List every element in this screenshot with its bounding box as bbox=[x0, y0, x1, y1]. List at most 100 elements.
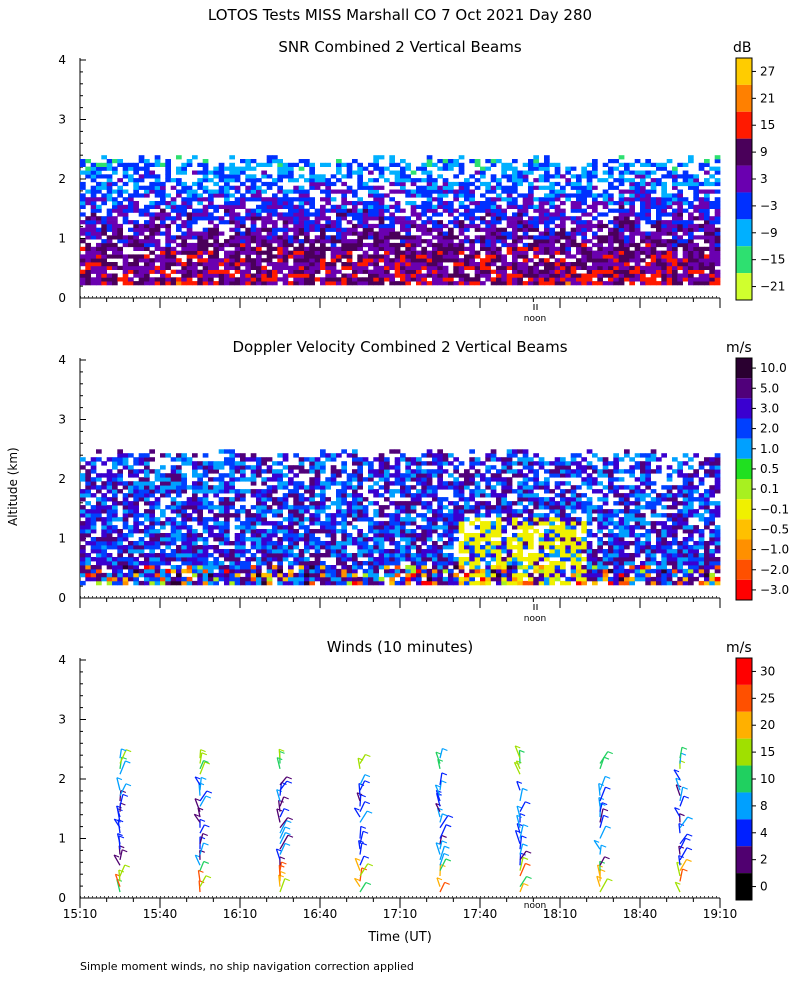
heatmap-cell bbox=[90, 223, 97, 229]
heatmap-cell bbox=[474, 469, 481, 474]
heatmap-cell bbox=[192, 155, 198, 160]
heatmap-cell bbox=[357, 457, 363, 462]
heatmap-cell bbox=[272, 220, 278, 225]
heatmap-cell bbox=[192, 262, 198, 267]
heatmap-cell bbox=[154, 501, 161, 506]
heatmap-cell bbox=[245, 242, 251, 248]
heatmap-cell bbox=[410, 537, 417, 542]
heatmap-cell bbox=[682, 277, 689, 282]
heatmap-cell bbox=[410, 254, 417, 259]
heatmap-cell bbox=[304, 265, 310, 270]
heatmap-cell bbox=[373, 541, 379, 546]
heatmap-cell bbox=[208, 485, 214, 490]
heatmap-cell bbox=[592, 162, 598, 167]
heatmap-cell bbox=[405, 557, 411, 562]
heatmap-cell bbox=[213, 281, 219, 286]
heatmap-cell bbox=[474, 269, 481, 274]
heatmap-cell bbox=[218, 529, 225, 534]
heatmap-cell bbox=[149, 265, 155, 270]
heatmap-cell bbox=[560, 231, 566, 236]
heatmap-cell bbox=[634, 250, 641, 255]
heatmap-cell bbox=[101, 525, 107, 530]
heatmap-cell bbox=[469, 246, 475, 251]
heatmap-cell bbox=[277, 216, 283, 221]
heatmap-cell bbox=[549, 185, 555, 190]
heatmap-cell bbox=[261, 189, 267, 194]
heatmap-cell bbox=[133, 580, 139, 586]
heatmap-cell bbox=[176, 545, 182, 550]
heatmap-cell bbox=[149, 162, 155, 167]
heatmap-cell bbox=[640, 265, 646, 270]
heatmap-cell bbox=[320, 277, 326, 282]
heatmap-cell bbox=[618, 216, 625, 221]
heatmap-cell bbox=[80, 553, 86, 558]
heatmap-cell bbox=[85, 481, 91, 486]
heatmap-cell bbox=[405, 250, 411, 255]
colorbar-label: −3.0 bbox=[760, 583, 789, 597]
heatmap-cell bbox=[96, 565, 102, 570]
heatmap-cell bbox=[288, 174, 294, 179]
heatmap-cell bbox=[346, 185, 353, 190]
heatmap-cell bbox=[421, 231, 427, 236]
heatmap-cell bbox=[618, 201, 625, 206]
heatmap-cell bbox=[170, 185, 177, 190]
heatmap-cell bbox=[368, 216, 374, 221]
heatmap-cell bbox=[256, 549, 262, 554]
heatmap-cell bbox=[704, 273, 710, 278]
heatmap-cell bbox=[389, 572, 395, 578]
heatmap-cell bbox=[512, 174, 518, 179]
heatmap-cell bbox=[234, 265, 241, 270]
heatmap-cell bbox=[186, 269, 193, 274]
heatmap-cell bbox=[266, 576, 273, 582]
heatmap-cell bbox=[469, 181, 475, 187]
heatmap-cell bbox=[234, 166, 241, 171]
heatmap-cell bbox=[442, 178, 449, 183]
heatmap-cell bbox=[112, 541, 118, 546]
heatmap-cell bbox=[549, 235, 555, 240]
heatmap-cell bbox=[485, 258, 491, 263]
heatmap-cell bbox=[106, 281, 113, 286]
heatmap-cell bbox=[192, 250, 198, 255]
heatmap-cell bbox=[144, 170, 150, 175]
heatmap-cell bbox=[709, 246, 715, 251]
heatmap-cell bbox=[544, 277, 550, 282]
heatmap-cell bbox=[325, 269, 331, 274]
heatmap-cell bbox=[416, 281, 422, 286]
heatmap-cell bbox=[309, 201, 315, 206]
heatmap-cell bbox=[128, 208, 134, 213]
heatmap-cell bbox=[90, 509, 97, 514]
heatmap-cell bbox=[250, 545, 257, 550]
heatmap-cell bbox=[90, 505, 97, 510]
heatmap-cell bbox=[133, 461, 139, 466]
heatmap-cell bbox=[426, 201, 433, 206]
heatmap-cell bbox=[416, 461, 422, 466]
heatmap-cell bbox=[138, 166, 145, 171]
heatmap-cell bbox=[565, 254, 571, 259]
heatmap-cell bbox=[421, 250, 427, 255]
heatmap-cell bbox=[405, 537, 411, 542]
heatmap-cell bbox=[666, 174, 673, 179]
heatmap-cell bbox=[181, 541, 187, 546]
heatmap-cell bbox=[421, 254, 427, 259]
heatmap-cell bbox=[304, 489, 310, 494]
heatmap-cell bbox=[202, 162, 209, 167]
heatmap-cell bbox=[293, 189, 299, 194]
heatmap-cell bbox=[602, 193, 609, 198]
heatmap-cell bbox=[330, 533, 337, 538]
heatmap-cell bbox=[298, 580, 305, 586]
heatmap-cell bbox=[650, 162, 657, 167]
heatmap-cell bbox=[96, 204, 102, 209]
heatmap-cell bbox=[378, 174, 385, 179]
heatmap-cell bbox=[208, 201, 214, 206]
heatmap-cell bbox=[426, 568, 433, 574]
heatmap-cell bbox=[261, 174, 267, 179]
heatmap-cell bbox=[218, 568, 225, 574]
heatmap-cell bbox=[224, 269, 230, 274]
heatmap-cell bbox=[709, 227, 715, 232]
heatmap-cell bbox=[282, 576, 289, 582]
heatmap-cell bbox=[661, 239, 667, 244]
heatmap-cell bbox=[480, 557, 486, 562]
heatmap-cell bbox=[506, 197, 513, 202]
heatmap-cell bbox=[165, 545, 171, 550]
heatmap-cell bbox=[464, 265, 470, 270]
